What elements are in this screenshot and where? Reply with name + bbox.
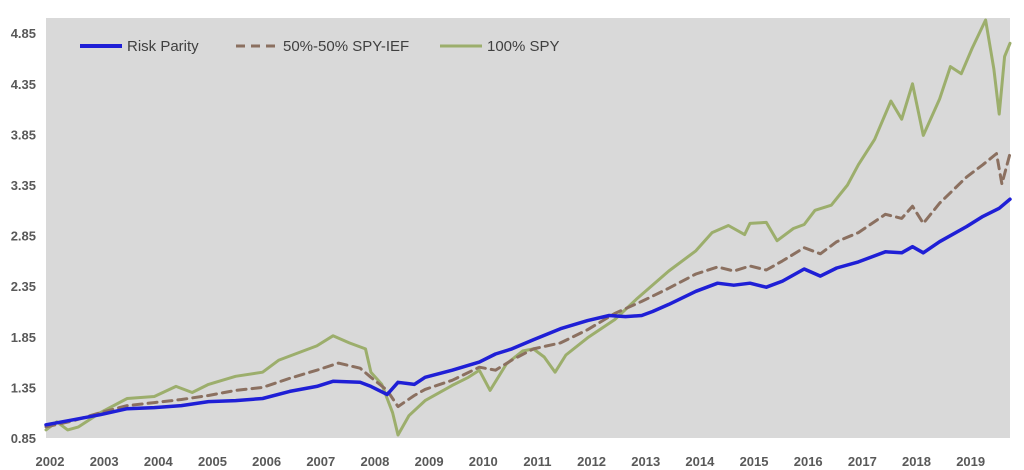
x-tick-label: 2010: [469, 454, 498, 469]
x-tick-label: 2013: [631, 454, 660, 469]
y-tick-label: 3.35: [11, 178, 36, 193]
x-tick-label: 2017: [848, 454, 877, 469]
series-line-100-spy: [44, 18, 1012, 437]
y-tick-label: 3.85: [11, 127, 36, 142]
x-tick-label: 2014: [685, 454, 715, 469]
x-tick-label: 2003: [90, 454, 119, 469]
y-tick-label: 4.85: [11, 26, 36, 41]
x-tick-label: 2005: [198, 454, 227, 469]
legend-label: 50%-50% SPY-IEF: [283, 38, 409, 55]
x-tick-label: 2018: [902, 454, 931, 469]
x-tick-label: 2006: [252, 454, 281, 469]
x-tick-label: 2004: [144, 454, 174, 469]
series-line-risk-parity: [44, 197, 1012, 427]
legend-label: 100% SPY: [487, 38, 560, 55]
x-tick-label: 2012: [577, 454, 606, 469]
series-layer: [44, 18, 1012, 437]
x-tick-label: 2007: [306, 454, 335, 469]
x-tick-label: 2002: [36, 454, 65, 469]
x-tick-label: 2015: [740, 454, 769, 469]
y-tick-label: 1.35: [11, 380, 36, 395]
y-tick-label: 2.35: [11, 279, 36, 294]
plot-area: [46, 18, 1010, 438]
x-tick-label: 2009: [415, 454, 444, 469]
y-tick-label: 0.85: [11, 431, 36, 446]
x-tick-label: 2016: [794, 454, 823, 469]
x-axis-ticks: 2002 2003 2004 2005 2006 2007 2008 2009 2010 2011…: [36, 454, 986, 469]
legend: Risk Parity 50%-50% SPY-IEF 100% SPY: [80, 38, 560, 55]
legend-label: Risk Parity: [127, 38, 199, 55]
y-tick-label: 4.35: [11, 77, 36, 92]
x-tick-label: 2008: [360, 454, 389, 469]
series-line-50-50-spy-ief: [44, 152, 1012, 429]
x-tick-label: 2019: [956, 454, 985, 469]
y-tick-label: 1.85: [11, 330, 36, 345]
y-axis-ticks: 0.85 1.35 1.85 2.35 2.85 3.35 3.85 4.35 4.85: [11, 26, 36, 446]
x-tick-label: 2011: [523, 454, 551, 469]
y-tick-label: 2.85: [11, 229, 36, 244]
